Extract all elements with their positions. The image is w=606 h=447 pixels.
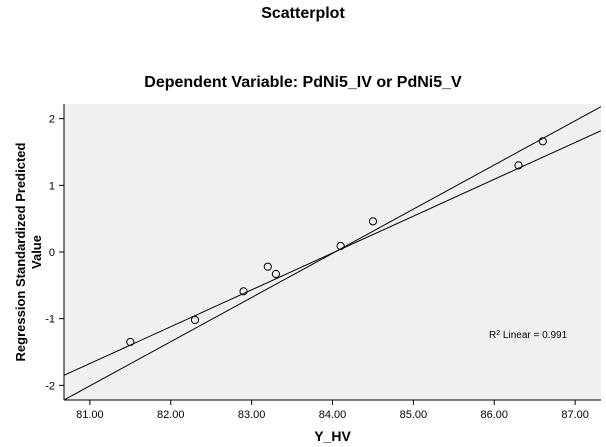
x-axis-label: Y_HV — [314, 428, 351, 444]
data-point — [538, 137, 547, 146]
y-tick-label: 1 — [49, 180, 55, 192]
fit-line-2 — [64, 106, 601, 400]
y-tick-label: 0 — [49, 247, 55, 259]
data-point — [368, 217, 378, 226]
data-point — [190, 315, 200, 325]
x-tick-label: 87.00 — [561, 409, 589, 421]
data-point — [514, 161, 523, 170]
x-tick-label: 84.00 — [319, 409, 347, 421]
data-point — [126, 337, 135, 347]
data-point — [239, 287, 248, 296]
x-tick-label: 81.00 — [76, 409, 104, 421]
chart-subtitle: Dependent Variable: PdNi5_IV or PdNi5_V — [144, 74, 462, 91]
data-point — [336, 241, 345, 251]
data-point — [263, 262, 272, 271]
y-axis-label-line-1: Regression Standardized Predicted — [13, 143, 28, 362]
x-tick-label: 86.00 — [480, 409, 508, 421]
y-tick-label: -1 — [45, 314, 55, 326]
x-tick-label: 82.00 — [157, 409, 185, 421]
r-squared-annotation: R2 Linear = 0.991 — [489, 330, 568, 342]
chart-title: Scatterplot — [261, 5, 345, 22]
x-tick-label: 83.00 — [238, 409, 266, 421]
y-tick-label: 2 — [49, 114, 55, 126]
x-tick-label: 85.00 — [400, 409, 428, 421]
y-axis-label-line-2: Value — [29, 235, 44, 269]
data-point — [271, 269, 280, 279]
y-tick-label: -2 — [45, 380, 55, 392]
